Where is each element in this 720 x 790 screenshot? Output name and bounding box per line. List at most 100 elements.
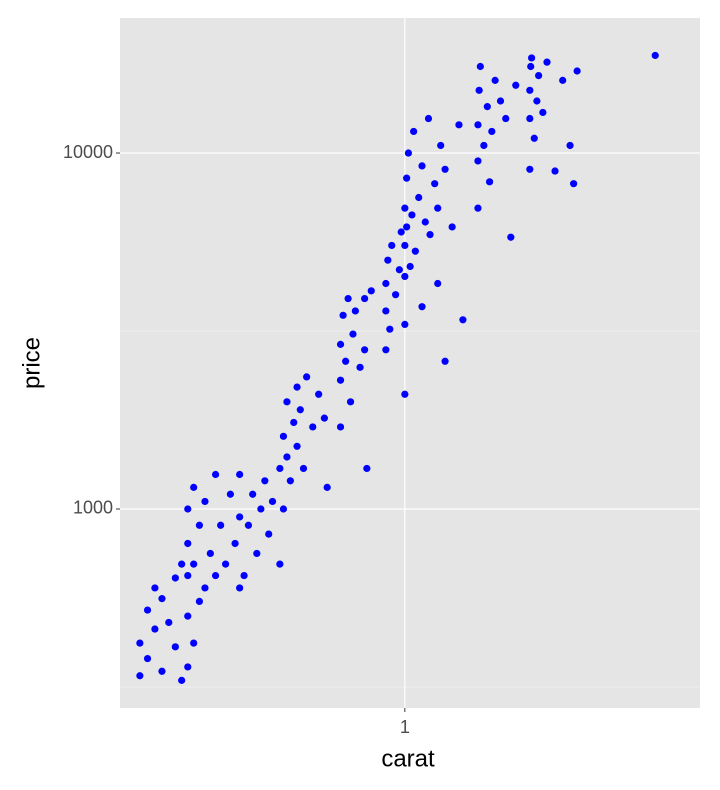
point — [551, 167, 559, 175]
point — [406, 262, 414, 271]
point — [424, 114, 433, 123]
point — [507, 233, 515, 241]
point — [485, 178, 494, 186]
point — [206, 549, 214, 558]
point — [290, 418, 298, 427]
point — [421, 218, 429, 226]
point — [530, 134, 538, 142]
point — [434, 279, 442, 288]
point — [158, 595, 166, 603]
point — [459, 316, 467, 324]
point — [474, 204, 482, 212]
point — [382, 279, 390, 288]
point — [570, 180, 578, 188]
point — [384, 256, 392, 264]
point — [349, 330, 357, 338]
point — [418, 162, 426, 170]
y-axis-title: price — [18, 337, 45, 389]
point — [158, 667, 166, 675]
point — [226, 490, 234, 498]
point — [171, 643, 179, 651]
point — [244, 521, 253, 529]
point — [476, 62, 484, 71]
point — [190, 560, 198, 568]
point — [178, 676, 186, 684]
point — [309, 423, 317, 431]
point — [184, 505, 192, 513]
point — [240, 571, 248, 580]
point — [236, 584, 244, 592]
point — [136, 672, 144, 680]
point — [539, 108, 547, 117]
point — [401, 241, 409, 250]
point — [401, 272, 409, 281]
y-tick-label: 10000 — [63, 142, 113, 162]
point — [401, 320, 409, 329]
point — [249, 490, 257, 498]
point — [136, 639, 144, 647]
point — [221, 560, 230, 568]
point — [211, 571, 220, 580]
point — [143, 606, 152, 614]
point — [165, 618, 173, 627]
point — [441, 357, 449, 365]
point — [336, 376, 345, 384]
point — [367, 287, 375, 295]
point — [491, 76, 499, 84]
point — [293, 442, 301, 450]
point — [283, 398, 291, 406]
point — [356, 363, 364, 371]
point — [651, 51, 659, 60]
point — [143, 654, 152, 663]
point — [361, 294, 369, 303]
point — [526, 86, 534, 94]
point — [437, 141, 445, 150]
point — [261, 477, 269, 485]
panel — [120, 18, 700, 708]
point — [231, 539, 239, 548]
point — [151, 625, 159, 633]
point — [195, 597, 204, 606]
point — [283, 453, 291, 461]
point — [483, 103, 491, 111]
point — [151, 584, 159, 592]
point — [184, 612, 192, 620]
point — [415, 193, 423, 202]
point — [502, 114, 510, 123]
x-axis-title: carat — [381, 745, 435, 772]
point — [303, 373, 311, 381]
point — [488, 127, 496, 136]
point — [526, 165, 534, 173]
point — [339, 311, 347, 319]
point — [299, 464, 308, 473]
point — [395, 266, 403, 274]
point — [403, 223, 411, 231]
point — [320, 414, 328, 422]
point — [386, 325, 394, 333]
y-tick-label: 1000 — [73, 498, 113, 518]
point — [178, 560, 186, 568]
point — [391, 291, 400, 299]
point — [323, 483, 331, 491]
point — [184, 571, 192, 580]
point — [418, 303, 426, 311]
point — [404, 149, 413, 157]
point — [408, 211, 416, 219]
point — [527, 62, 535, 71]
point — [279, 505, 288, 513]
point — [171, 574, 179, 582]
point — [286, 477, 294, 485]
point — [361, 346, 369, 354]
point — [195, 521, 204, 529]
point — [431, 180, 439, 188]
point — [363, 464, 371, 473]
point — [184, 663, 192, 671]
point — [217, 521, 225, 529]
point — [403, 174, 411, 182]
point — [512, 81, 520, 89]
point — [382, 307, 390, 315]
point — [315, 390, 323, 398]
point — [276, 560, 284, 568]
point — [184, 539, 192, 548]
point — [528, 54, 536, 62]
